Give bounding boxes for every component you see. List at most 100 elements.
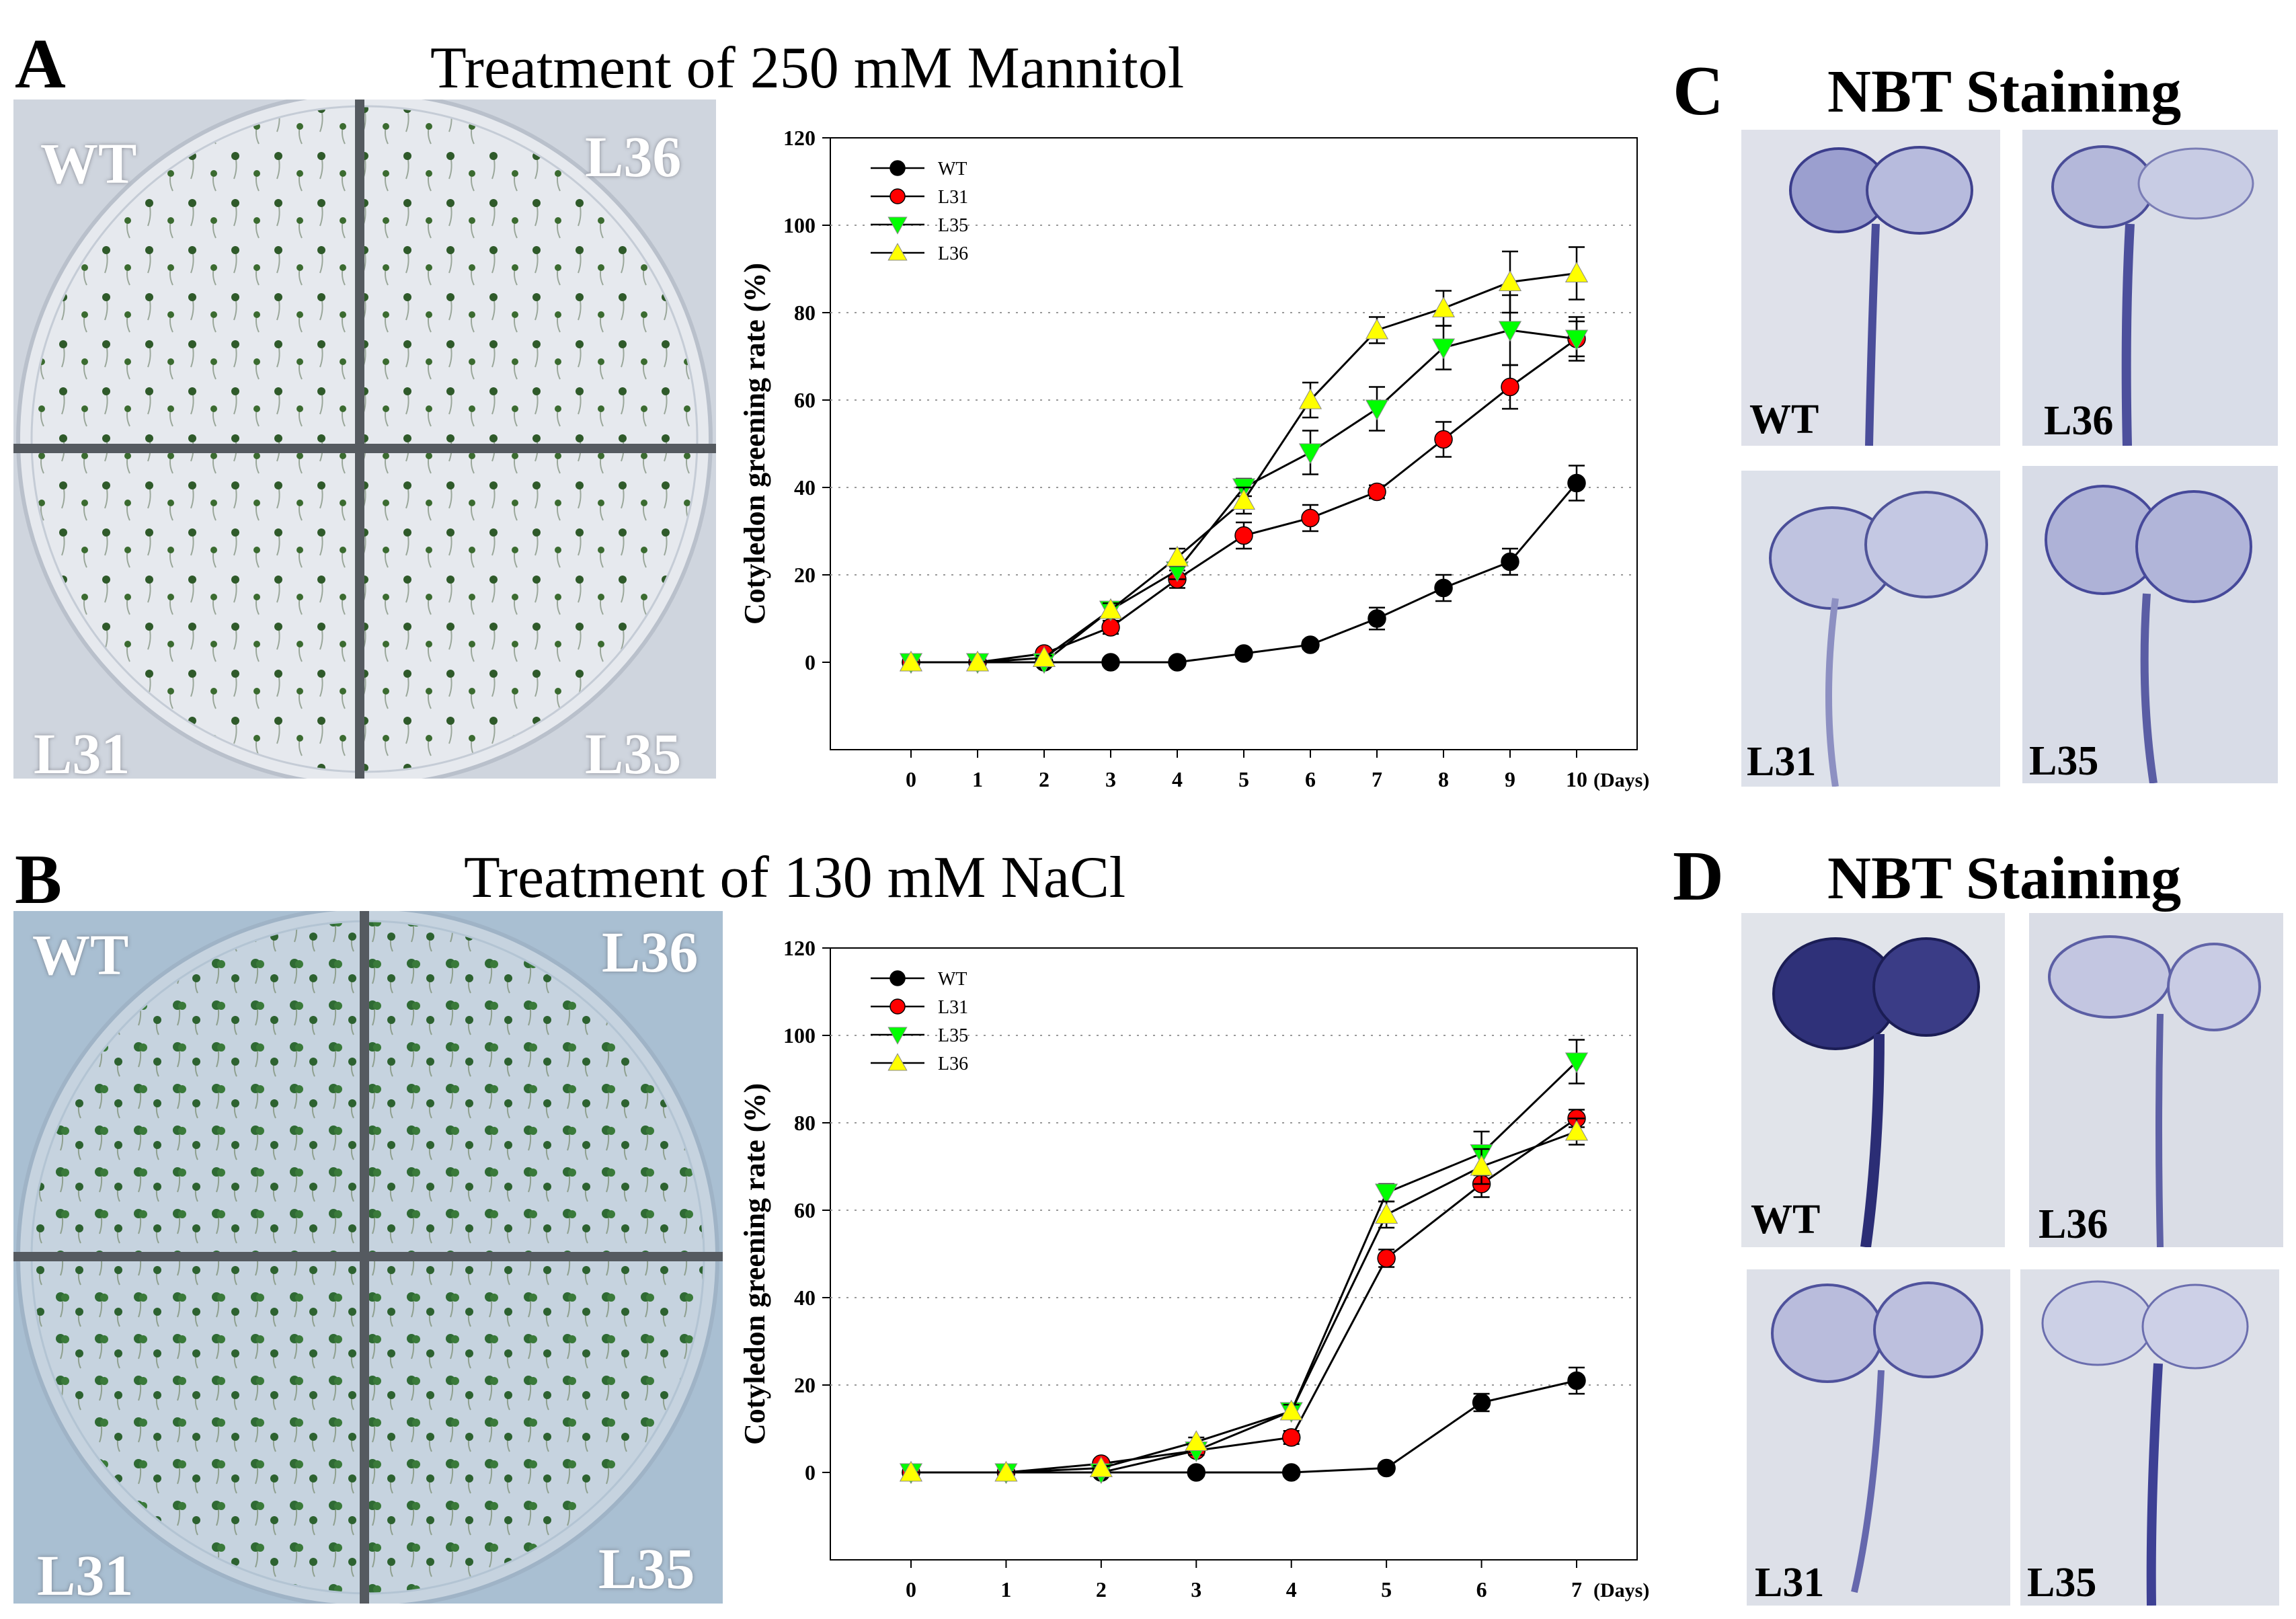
data-point-l36	[994, 1460, 1018, 1482]
series-l31	[902, 320, 1586, 672]
stain-c-l35: L35	[2022, 466, 2278, 783]
data-point-l36	[1375, 1203, 1398, 1224]
stain-c-label-l35: L35	[2029, 738, 2099, 783]
data-point-l35	[1498, 321, 1522, 342]
legend-label: WT	[938, 159, 967, 180]
x-tick-label: 10	[1566, 767, 1587, 791]
legend-marker-l35	[887, 216, 908, 235]
seedling-c-wt-drawing	[1789, 146, 1973, 446]
chart-a-series	[899, 246, 1589, 674]
y-tick-label: 80	[794, 1111, 816, 1135]
panel-letter-b: B	[15, 840, 63, 918]
x-tick-label: 3	[1105, 767, 1116, 791]
chart-a-ylabel: Cotyledon greening rate (%)	[738, 263, 771, 625]
plate-photo-b: WT L36 L31 L35	[13, 911, 723, 1604]
y-tick-label: 100	[783, 213, 816, 237]
data-point-l31	[1301, 508, 1320, 528]
x-tick-label: 1	[1000, 1577, 1011, 1602]
data-point-l36	[1099, 598, 1123, 619]
plate-a-label-wt: WT	[40, 131, 137, 196]
data-point-wt	[1187, 1463, 1206, 1482]
x-tick-label: 5	[1381, 1577, 1392, 1602]
data-point-l36	[1279, 1399, 1303, 1421]
panel-letter-a: A	[15, 24, 66, 103]
data-point-l31	[1234, 526, 1253, 545]
data-point-l35	[1565, 329, 1589, 351]
series-l36	[899, 246, 1589, 672]
plate-b-label-l35: L35	[598, 1536, 695, 1601]
data-point-wt	[1301, 635, 1320, 654]
y-tick-label: 0	[805, 1460, 816, 1485]
data-point-wt	[1472, 1393, 1491, 1412]
data-point-l35	[1375, 1183, 1398, 1205]
panel-d-title: NBT Staining	[1827, 845, 2182, 912]
data-point-l36	[1431, 297, 1456, 317]
legend-marker-l35	[887, 1027, 908, 1045]
data-point-l31	[1501, 377, 1519, 397]
data-point-l36	[899, 650, 923, 672]
series-l35	[899, 294, 1589, 674]
data-point-l36	[1565, 1119, 1589, 1141]
stain-c-label-l31: L31	[1747, 739, 1817, 785]
series-l35	[899, 1039, 1589, 1485]
legend-marker-wt	[889, 160, 906, 176]
plate-a-label-l36: L36	[585, 124, 682, 189]
panel-c-title: NBT Staining	[1827, 58, 2182, 125]
stain-c-l31: L31	[1741, 471, 2000, 787]
y-tick-label: 0	[805, 650, 816, 674]
x-tick-label: 2	[1096, 1577, 1107, 1602]
chart-a-legend: WT L31 L35 L36	[871, 159, 968, 264]
x-unit-label: (Days)	[1593, 1579, 1649, 1602]
stain-c-label-wt: WT	[1749, 397, 1819, 442]
data-point-wt	[1567, 473, 1586, 493]
legend-label: L36	[938, 243, 968, 264]
y-tick-label: 120	[783, 126, 816, 150]
series-l36	[899, 1117, 1589, 1482]
chart-b-x-axis: 0 1 2 3 4 5 6 7 (Days)	[906, 1560, 1649, 1602]
y-tick-label: 60	[794, 1198, 816, 1222]
stain-d-wt: WT	[1741, 913, 2005, 1247]
chart-b: 0 20 40 60 80 100 120 0 1 2 3 4 5 6 7 (Days) Cotyledon…	[738, 936, 1649, 1602]
data-point-l31	[1368, 482, 1386, 502]
chart-b-ylabel: Cotyledon greening rate (%)	[738, 1083, 771, 1445]
x-tick-label: 0	[906, 1577, 916, 1602]
plate-b-label-l31: L31	[37, 1543, 134, 1604]
legend-label: L35	[938, 1025, 968, 1046]
data-point-wt	[1377, 1458, 1396, 1478]
plate-b-label-wt: WT	[32, 922, 129, 987]
data-point-l36	[1498, 270, 1522, 291]
x-tick-label: 8	[1438, 767, 1449, 791]
y-tick-label: 80	[794, 301, 816, 325]
data-point-l36	[1089, 1456, 1113, 1477]
chart-a-x-axis: 0 1 2 3 4 5 6 7 8 9 10 (Days)	[906, 750, 1649, 791]
chart-a: 0 20 40 60 80 100 120 0 1 2 3 4 5 6 7 8 9 10 (Days) Cotyl…	[738, 126, 1649, 791]
data-point-wt	[1101, 653, 1120, 672]
x-tick-label: 3	[1191, 1577, 1201, 1602]
chart-b-grid	[830, 1035, 1637, 1386]
data-point-l36	[1298, 388, 1322, 409]
seedling-d-l35-drawing	[2041, 1280, 2249, 1606]
plate-b-label-l36: L36	[602, 920, 699, 984]
legend-item-l35: L35	[871, 215, 968, 236]
chart-a-grid	[830, 225, 1637, 576]
data-point-l36	[1165, 545, 1189, 567]
y-tick-label: 20	[794, 563, 816, 587]
x-tick-label: 6	[1476, 1577, 1487, 1602]
legend-label: WT	[938, 969, 967, 990]
data-point-l31	[1434, 430, 1453, 449]
series-wt	[902, 465, 1586, 672]
data-point-wt	[1434, 578, 1453, 598]
x-tick-label: 7	[1571, 1577, 1582, 1602]
chart-b-series	[899, 1039, 1589, 1485]
data-point-l36	[1365, 318, 1389, 340]
stain-c-wt: WT	[1741, 130, 2000, 446]
data-point-l36	[1470, 1154, 1493, 1176]
data-point-l36	[1232, 489, 1256, 510]
data-point-l35	[1431, 338, 1456, 360]
stain-d-label-wt: WT	[1751, 1197, 1821, 1242]
data-point-wt	[1567, 1371, 1586, 1390]
data-point-l36	[899, 1460, 923, 1482]
x-tick-label: 6	[1305, 767, 1316, 791]
stain-d-label-l31: L31	[1755, 1560, 1825, 1606]
y-tick-label: 40	[794, 1286, 816, 1310]
